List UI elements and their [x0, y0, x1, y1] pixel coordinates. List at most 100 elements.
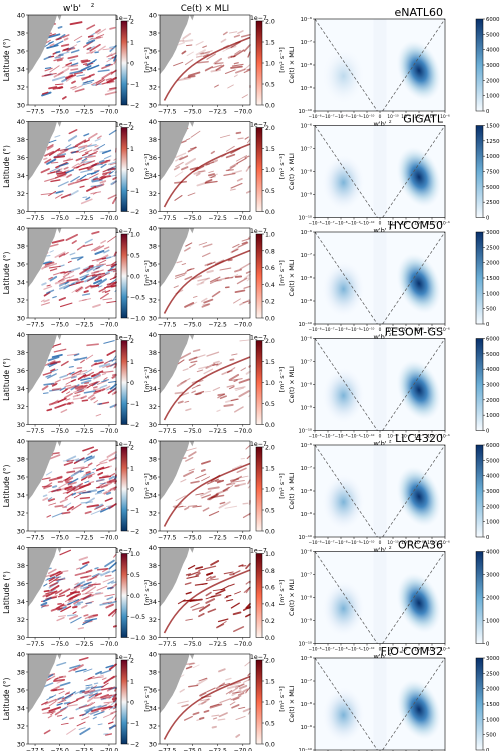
field-streak: [102, 365, 108, 369]
field-streak: [82, 561, 90, 565]
field-streak: [181, 166, 189, 171]
y-tick-label: 40: [17, 12, 25, 20]
colorbar-tick-label: −2: [130, 209, 139, 216]
field-streak: [87, 462, 93, 466]
field-streak: [211, 290, 221, 298]
field-streak: [217, 621, 227, 628]
x-tick-label: 0: [379, 434, 382, 440]
colorbar-tick-label: 0: [130, 700, 134, 707]
field-streak: [230, 65, 243, 69]
field-streak: [92, 468, 97, 471]
field-streak: [95, 79, 106, 86]
field-streak: [58, 54, 64, 57]
field-streak: [55, 603, 65, 610]
field-streak: [202, 243, 213, 248]
field-streak: [177, 700, 189, 704]
field-streak: [105, 733, 113, 736]
field-streak: [236, 157, 247, 164]
field-streak: [85, 602, 92, 605]
field-streak: [174, 194, 183, 201]
field-streak: [111, 376, 116, 379]
y-tick-label: 30: [17, 634, 25, 642]
y-tick-label: 34: [149, 598, 157, 606]
field-streak: [73, 598, 83, 605]
field-streak: [67, 372, 71, 376]
field-streak: [75, 486, 85, 491]
field-streak: [54, 589, 63, 595]
field-streak: [60, 43, 70, 47]
x-tick-label: −75.0: [183, 748, 202, 751]
scatter-x-axis-label: w'b': [373, 546, 386, 554]
field-streak: [96, 135, 102, 139]
wb-column-title-sup: z: [91, 2, 94, 9]
colorbar-tick-label: 2: [130, 125, 134, 132]
field-streak: [209, 173, 218, 177]
field-streak: [201, 476, 210, 482]
field-streak: [198, 242, 208, 246]
field-streak: [51, 488, 62, 493]
field-streak: [176, 260, 183, 264]
field-streak: [78, 298, 87, 302]
field-streak: [95, 503, 104, 509]
colorbar-unit-label: [m² s⁻³]: [143, 154, 151, 180]
field-streak: [210, 174, 216, 179]
y-tick-label: 30: [17, 208, 25, 216]
field-streak: [100, 570, 111, 577]
latitude-axis-label: Latitude (°): [2, 145, 11, 188]
field-streak: [67, 55, 79, 60]
field-streak: [45, 374, 52, 378]
land-mask: [189, 15, 195, 21]
field-streak: [94, 138, 101, 142]
x-tick-label: −70.0: [100, 109, 119, 116]
y-tick-label: 10⁻⁸: [301, 489, 312, 495]
field-streak: [113, 158, 117, 161]
field-streak: [245, 270, 251, 274]
field-streak: [209, 703, 223, 709]
y-tick-label: 10⁻⁹: [301, 299, 312, 305]
field-streak: [90, 396, 96, 401]
field-streak: [98, 259, 107, 264]
field-streak: [227, 258, 233, 262]
field-streak: [80, 586, 89, 590]
colorbar: [120, 340, 128, 425]
field-streak: [86, 473, 96, 478]
field-streak: [92, 303, 101, 308]
field-streak: [185, 591, 192, 595]
field-streak: [76, 580, 86, 586]
field-streak: [69, 371, 75, 375]
y-tick-label: 10⁻⁶: [301, 443, 312, 449]
field-streak: [237, 692, 245, 696]
y-tick-label: 32: [149, 190, 157, 198]
y-tick-label: 10⁻⁸: [301, 63, 312, 69]
field-streak: [184, 506, 190, 511]
scatter-x-axis-label-sup: z: [389, 440, 392, 445]
field-streak: [88, 152, 97, 156]
field-streak: [186, 447, 197, 451]
y-tick-label: 30: [17, 421, 25, 429]
colorbar-tick-label: 2500: [486, 200, 500, 206]
field-streak: [238, 390, 250, 398]
field-streak: [235, 387, 244, 391]
field-streak: [236, 177, 243, 182]
field-streak: [104, 289, 111, 294]
field-streak: [81, 472, 91, 479]
field-streak: [46, 289, 55, 294]
colorbar-tick-label: 1000: [486, 619, 500, 625]
field-streak: [89, 574, 99, 581]
field-streak: [45, 254, 51, 257]
field-streak: [80, 379, 92, 385]
field-streak: [234, 268, 243, 273]
field-streak: [95, 592, 101, 594]
colorbar-tick-label: 12500: [486, 139, 500, 145]
field-streak: [232, 570, 241, 575]
field-streak: [247, 51, 251, 58]
field-streak: [82, 618, 94, 626]
field-streak: [79, 277, 86, 281]
field-streak: [64, 599, 69, 603]
field-streak: [49, 696, 54, 698]
density-cluster-negative: [322, 261, 365, 317]
field-streak: [185, 618, 193, 621]
field-streak: [197, 170, 206, 173]
field-streak: [77, 278, 82, 282]
